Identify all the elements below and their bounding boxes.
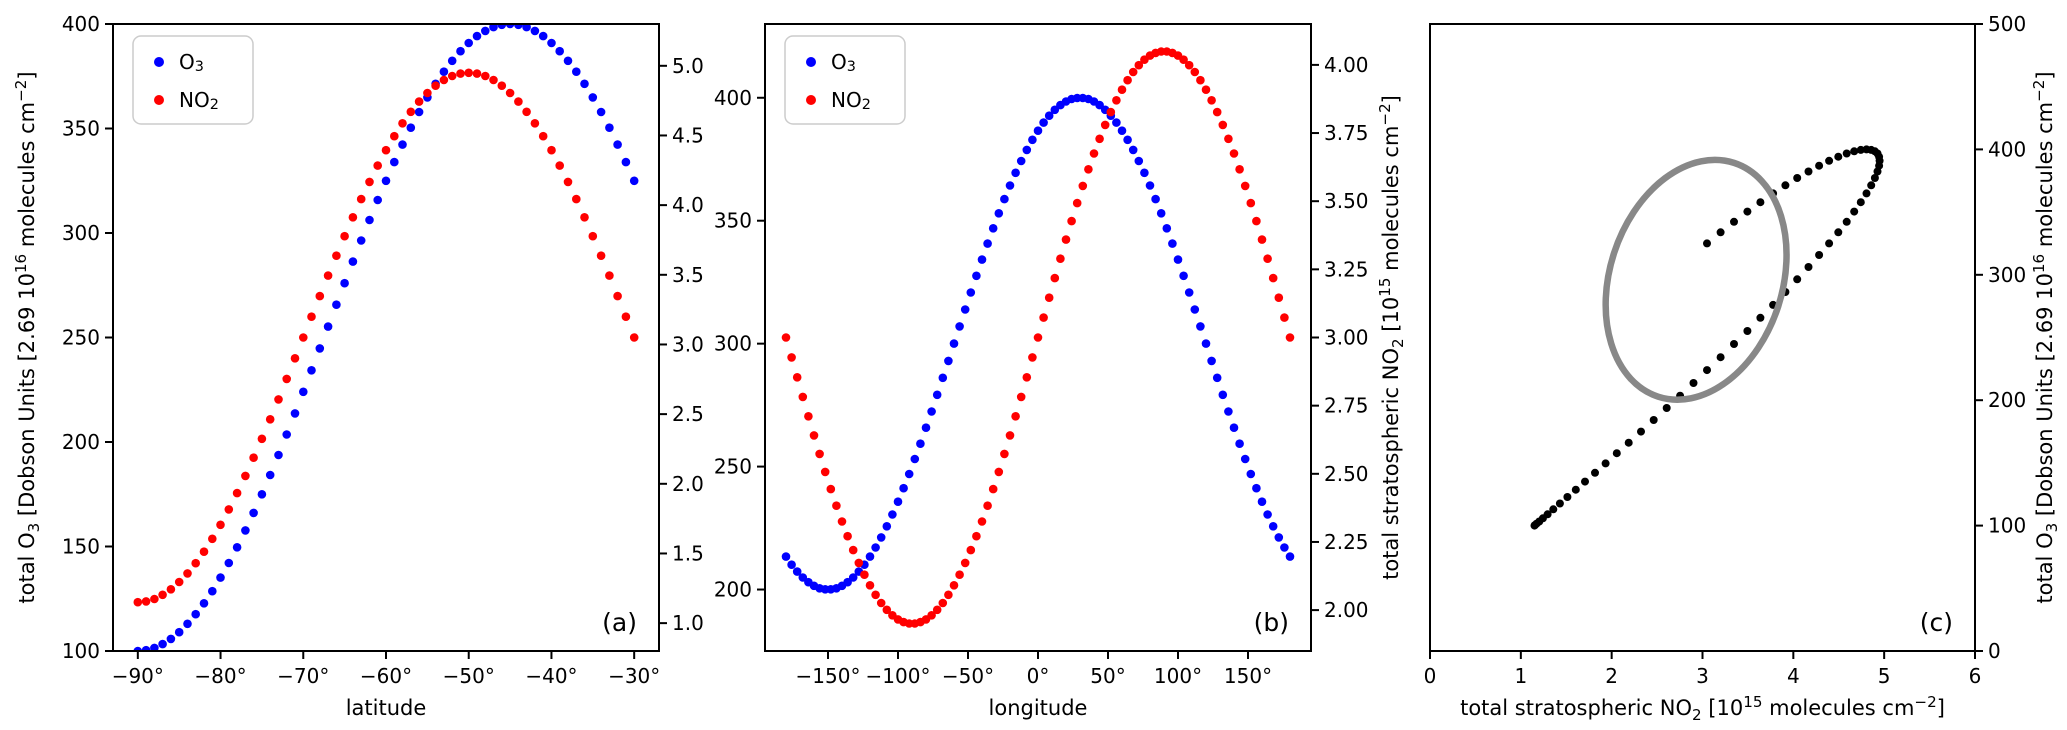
legend-marker-NO2 xyxy=(806,95,816,105)
x-tick-label: 1 xyxy=(1514,664,1527,688)
y-tick-label: 150 xyxy=(62,535,100,559)
x-tick-label: 4 xyxy=(1787,664,1800,688)
legend-label: NO2 xyxy=(831,88,871,113)
y-tick-label: 300 xyxy=(1988,263,2026,287)
legend-marker-O3 xyxy=(806,57,816,67)
y-tick-label: 350 xyxy=(62,117,100,141)
series-NO2-b xyxy=(781,47,1295,628)
legend-label: NO2 xyxy=(179,88,219,113)
y-tick-label: 400 xyxy=(62,12,100,36)
plot-area-b xyxy=(781,47,1295,628)
legend-label: O3 xyxy=(831,50,856,75)
x-tick-label: −50° xyxy=(942,664,994,688)
legend-marker-O3 xyxy=(154,57,164,67)
y-tick-label: 500 xyxy=(1988,12,2026,36)
y-tick-label: 100 xyxy=(1988,514,2026,538)
y-tick-label: 2.5 xyxy=(672,402,704,426)
x-axis-label-a: latitude xyxy=(346,696,427,720)
legend-a: O3 NO2 xyxy=(132,35,254,125)
x-tick-label: −150° xyxy=(796,664,861,688)
x-tick-label: −40° xyxy=(525,664,577,688)
y-tick-label: 4.0 xyxy=(672,193,704,217)
y-tick-label: 2.25 xyxy=(1324,530,1369,554)
x-tick-label: 2 xyxy=(1605,664,1618,688)
y-tick-label: 300 xyxy=(62,221,100,245)
y-tick-label: 1.5 xyxy=(672,541,704,565)
y-tick-label: 250 xyxy=(714,455,752,479)
series-O3-b xyxy=(781,93,1295,594)
x-tick-label: 6 xyxy=(1969,664,1982,688)
x-tick-label: 100° xyxy=(1154,664,1202,688)
x-tick-label: −30° xyxy=(608,664,660,688)
x-tick-label: −70° xyxy=(277,664,329,688)
series-O3-vs-NO2-c xyxy=(1530,145,1884,530)
y-tick-label: 0 xyxy=(1988,639,2001,663)
x-tick-label: −60° xyxy=(360,664,412,688)
x-tick-label: 0° xyxy=(1027,664,1050,688)
y-axis-label-left-a: total O3 [Dobson Units [2.69 1016 molecu… xyxy=(12,71,43,603)
x-tick-label: −90° xyxy=(112,664,164,688)
y-tick-label: 4.5 xyxy=(672,123,704,147)
y-axis-label-right-c: total O3 [Dobson Units [2.69 1016 molecu… xyxy=(2030,71,2061,603)
x-ticks-b: −150° −100° −50° 0° 50° 100° 150° xyxy=(796,651,1272,688)
x-axis-label-c: total stratospheric NO2 [1015 molecules … xyxy=(1460,693,1945,724)
x-tick-label: 150° xyxy=(1224,664,1272,688)
panel-letter-b: (b) xyxy=(1254,608,1289,637)
x-tick-label: 5 xyxy=(1878,664,1891,688)
y-axis-label-right-b: total stratospheric NO2 [1015 molecules … xyxy=(1376,95,1407,580)
panel-b: −150° −100° −50° 0° 50° 100° 150° 200 250 300 350 4… xyxy=(714,23,1407,720)
y-ticks-right-c: 0 100 200 300 400 500 xyxy=(1975,12,2026,663)
y-tick-label: 2.75 xyxy=(1324,394,1369,418)
x-tick-label: −80° xyxy=(194,664,246,688)
y-tick-label: 3.50 xyxy=(1324,189,1369,213)
y-tick-label: 2.0 xyxy=(672,472,704,496)
y-tick-label: 3.25 xyxy=(1324,257,1369,281)
y-tick-label: 5.0 xyxy=(672,54,704,78)
y-tick-label: 250 xyxy=(62,326,100,350)
x-tick-label: 0 xyxy=(1424,664,1437,688)
x-tick-label: −100° xyxy=(866,664,931,688)
y-tick-label: 3.00 xyxy=(1324,326,1369,350)
y-tick-label: 300 xyxy=(714,332,752,356)
y-tick-label: 2.00 xyxy=(1324,598,1369,622)
legend-b: O3 NO2 xyxy=(784,35,906,125)
y-tick-label: 350 xyxy=(714,209,752,233)
y-tick-label: 200 xyxy=(62,430,100,454)
y-tick-label: 4.00 xyxy=(1324,53,1369,77)
x-tick-label: 50° xyxy=(1090,664,1125,688)
y-ticks-left-b: 200 250 300 350 400 xyxy=(714,86,765,602)
y-tick-label: 400 xyxy=(714,86,752,110)
y-tick-label: 1.0 xyxy=(672,611,704,635)
y-tick-label: 3.0 xyxy=(672,332,704,356)
legend-label: O3 xyxy=(179,50,204,75)
y-tick-label: 3.75 xyxy=(1324,121,1369,145)
plot-area-a xyxy=(133,24,639,651)
y-tick-label: 200 xyxy=(714,578,752,602)
y-tick-label: 3.5 xyxy=(672,263,704,287)
y-tick-label: 200 xyxy=(1988,388,2026,412)
plot-area-c xyxy=(1530,145,1884,530)
x-axis-label-b: longitude xyxy=(989,696,1088,720)
y-tick-label: 100 xyxy=(62,639,100,663)
ellipse-annotation xyxy=(1602,156,1790,403)
panel-letter-c: (c) xyxy=(1920,608,1953,637)
panel-a: −90° −80° −70° −60° −50° −40° −30° 100 150 200 250… xyxy=(12,12,704,720)
series-NO2-a xyxy=(133,68,639,607)
legend-marker-NO2 xyxy=(154,95,164,105)
x-tick-label: 3 xyxy=(1696,664,1709,688)
y-ticks-right-a: 1.0 1.5 2.0 2.5 3.0 3.5 4.0 4.5 5.0 xyxy=(659,54,704,635)
panel-letter-a: (a) xyxy=(602,608,637,637)
y-tick-label: 400 xyxy=(1988,137,2026,161)
axes-frame-c xyxy=(1429,23,1976,652)
x-ticks-a: −90° −80° −70° −60° −50° −40° −30° xyxy=(112,651,660,688)
y-ticks-left-a: 100 150 200 250 300 350 400 xyxy=(62,12,113,663)
y-ticks-right-b: 2.00 2.25 2.50 2.75 3.00 3.25 3.50 3.75 4.00 xyxy=(1311,53,1369,622)
x-tick-label: −50° xyxy=(443,664,495,688)
x-ticks-c: 0 1 2 3 4 5 6 xyxy=(1424,651,1982,688)
y-tick-label: 2.50 xyxy=(1324,462,1369,486)
